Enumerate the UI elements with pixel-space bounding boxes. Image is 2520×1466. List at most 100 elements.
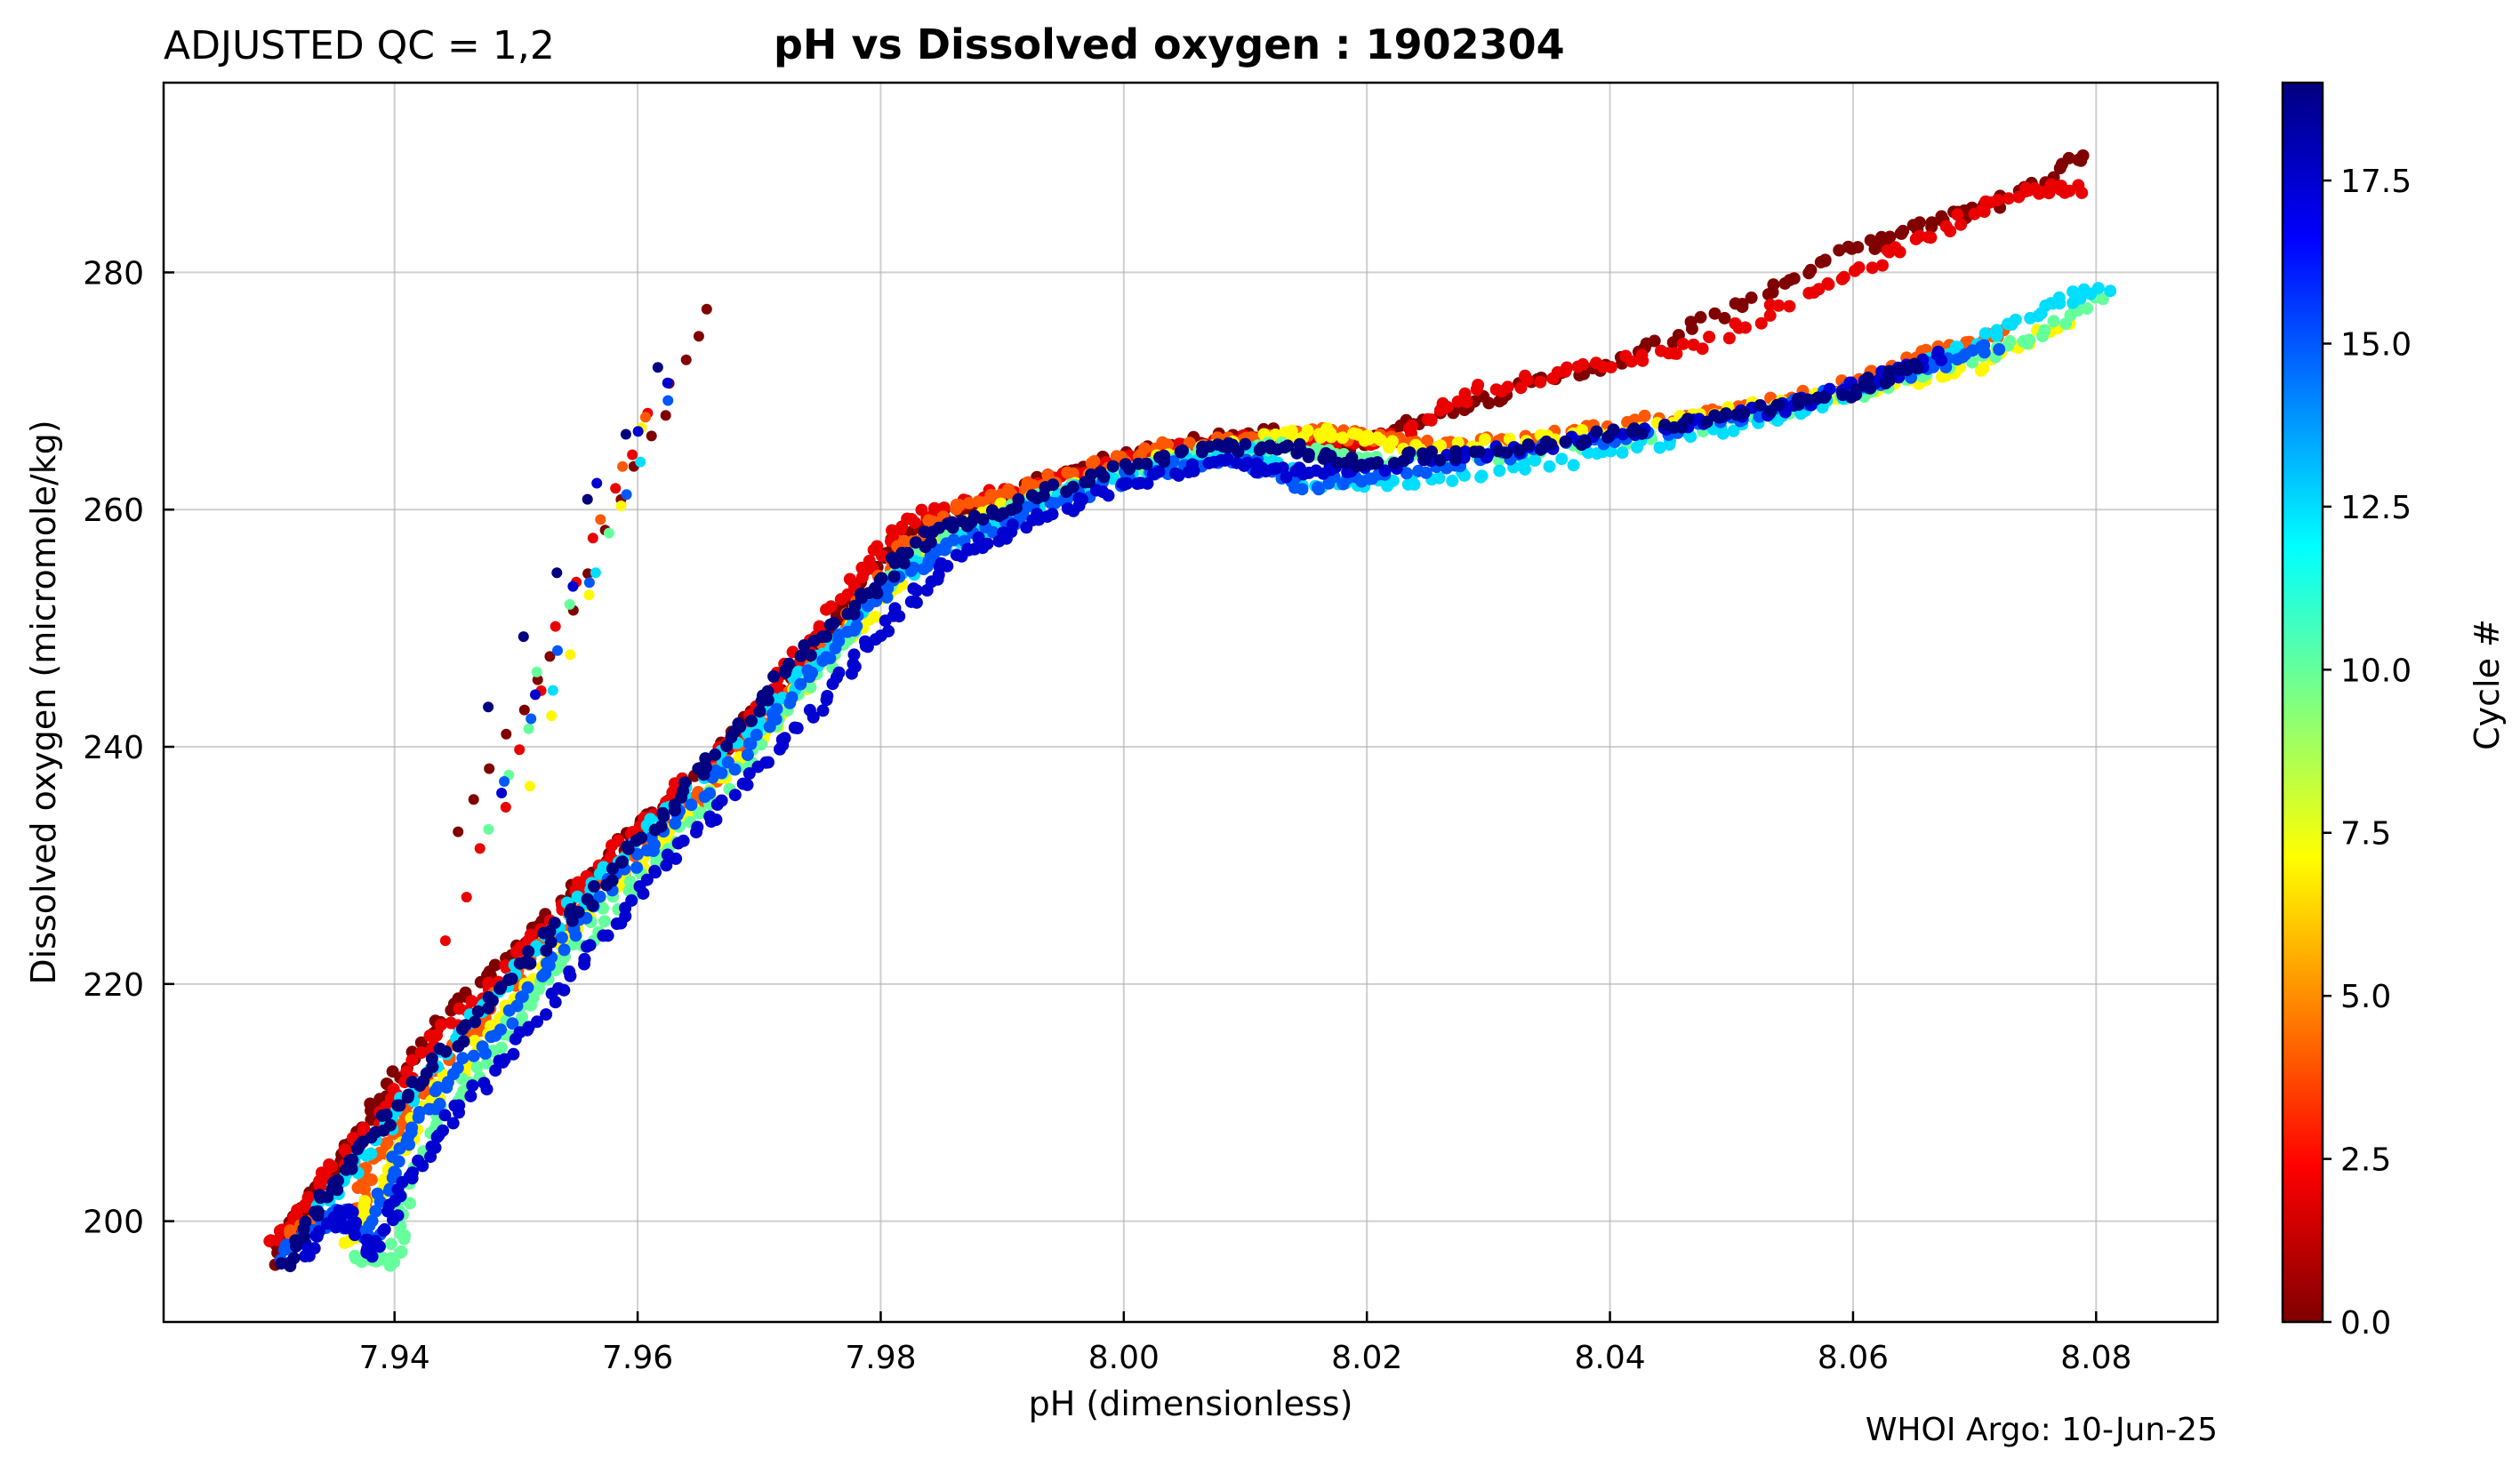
data-point bbox=[1754, 399, 1767, 412]
data-point bbox=[976, 513, 990, 526]
data-point bbox=[1118, 478, 1131, 492]
data-point bbox=[1577, 357, 1590, 371]
data-point bbox=[732, 717, 745, 730]
colorbar-frame bbox=[2281, 81, 2324, 1324]
data-point bbox=[467, 1049, 480, 1062]
data-point bbox=[531, 1015, 543, 1029]
data-point bbox=[430, 1029, 443, 1042]
data-point bbox=[1457, 469, 1471, 482]
data-point bbox=[1434, 439, 1447, 453]
data-point bbox=[524, 781, 535, 792]
data-point bbox=[612, 834, 625, 847]
data-point bbox=[464, 1089, 478, 1102]
data-point bbox=[1708, 307, 1721, 320]
data-point bbox=[1576, 424, 1589, 437]
data-point bbox=[1738, 321, 1752, 334]
data-point bbox=[588, 880, 600, 893]
data-point bbox=[516, 1011, 529, 1024]
data-point bbox=[412, 1154, 425, 1167]
data-point bbox=[1745, 291, 1758, 304]
data-point bbox=[1694, 310, 1707, 324]
data-point bbox=[699, 761, 712, 774]
data-point bbox=[630, 861, 644, 874]
data-point bbox=[1604, 361, 1617, 373]
data-point bbox=[728, 789, 742, 802]
data-point bbox=[425, 1052, 438, 1065]
data-point bbox=[1500, 446, 1513, 460]
data-point bbox=[741, 778, 754, 791]
data-point bbox=[437, 1124, 449, 1137]
data-point bbox=[804, 649, 817, 662]
data-point bbox=[1935, 210, 1948, 223]
data-point bbox=[1405, 420, 1418, 432]
data-point bbox=[429, 1141, 442, 1154]
data-point bbox=[617, 461, 629, 472]
data-point bbox=[621, 489, 632, 501]
data-point bbox=[1472, 379, 1485, 391]
data-point bbox=[1031, 508, 1044, 521]
data-point bbox=[1169, 467, 1183, 480]
data-point bbox=[623, 875, 637, 888]
data-point bbox=[1097, 470, 1111, 484]
data-point bbox=[850, 620, 863, 633]
data-point bbox=[662, 377, 673, 389]
data-point bbox=[1336, 477, 1350, 491]
data-point bbox=[332, 1174, 344, 1187]
data-point bbox=[459, 1019, 472, 1032]
data-point bbox=[1653, 441, 1666, 454]
data-point bbox=[615, 855, 629, 869]
data-point bbox=[1802, 267, 1816, 280]
data-point bbox=[1076, 493, 1089, 506]
data-point bbox=[1040, 510, 1054, 524]
data-point bbox=[2009, 313, 2022, 326]
data-point bbox=[1818, 391, 1831, 405]
data-point bbox=[1925, 220, 1938, 234]
qc-label: ADJUSTED QC = 1,2 bbox=[164, 23, 555, 68]
data-point bbox=[745, 714, 758, 727]
data-point bbox=[2023, 333, 2036, 347]
data-point bbox=[907, 582, 920, 596]
data-point bbox=[312, 1225, 325, 1238]
data-point bbox=[859, 635, 871, 648]
data-point bbox=[1419, 466, 1433, 479]
data-point bbox=[1521, 373, 1534, 387]
data-point bbox=[2091, 282, 2105, 295]
data-point bbox=[823, 652, 837, 665]
data-point bbox=[1738, 406, 1751, 420]
data-point bbox=[709, 748, 722, 761]
data-point bbox=[1635, 427, 1649, 440]
x-tick-label: 7.96 bbox=[602, 1340, 673, 1376]
data-point bbox=[275, 1257, 288, 1270]
data-point bbox=[299, 1215, 312, 1229]
data-point bbox=[404, 1197, 416, 1210]
data-point bbox=[753, 705, 766, 718]
data-point bbox=[284, 1224, 297, 1238]
data-point bbox=[648, 864, 662, 877]
data-point bbox=[393, 1099, 406, 1112]
data-point bbox=[981, 537, 994, 550]
data-point bbox=[469, 1015, 482, 1029]
data-point bbox=[885, 551, 898, 565]
y-tick-label: 280 bbox=[83, 255, 144, 292]
data-point bbox=[1290, 446, 1304, 460]
data-point bbox=[587, 533, 598, 544]
data-point bbox=[1152, 465, 1166, 478]
data-point bbox=[555, 931, 568, 944]
data-point bbox=[915, 503, 928, 517]
data-point bbox=[524, 928, 537, 941]
data-point bbox=[947, 533, 960, 547]
data-point bbox=[333, 1204, 346, 1217]
data-point bbox=[1031, 492, 1044, 505]
data-point bbox=[1993, 343, 2006, 356]
data-point bbox=[583, 577, 595, 589]
data-point bbox=[583, 589, 595, 601]
data-point bbox=[1802, 393, 1815, 406]
data-point bbox=[627, 449, 638, 461]
data-point bbox=[1718, 311, 1731, 324]
data-point bbox=[446, 1117, 460, 1130]
data-point bbox=[299, 1250, 311, 1263]
data-point bbox=[1239, 437, 1252, 451]
data-point bbox=[620, 429, 631, 440]
colorbar-ticks: 0.0 2.5 5.0 7.5 10.0 12.5 15.0 17.5 bbox=[2323, 164, 2412, 1342]
data-point bbox=[1433, 453, 1447, 467]
